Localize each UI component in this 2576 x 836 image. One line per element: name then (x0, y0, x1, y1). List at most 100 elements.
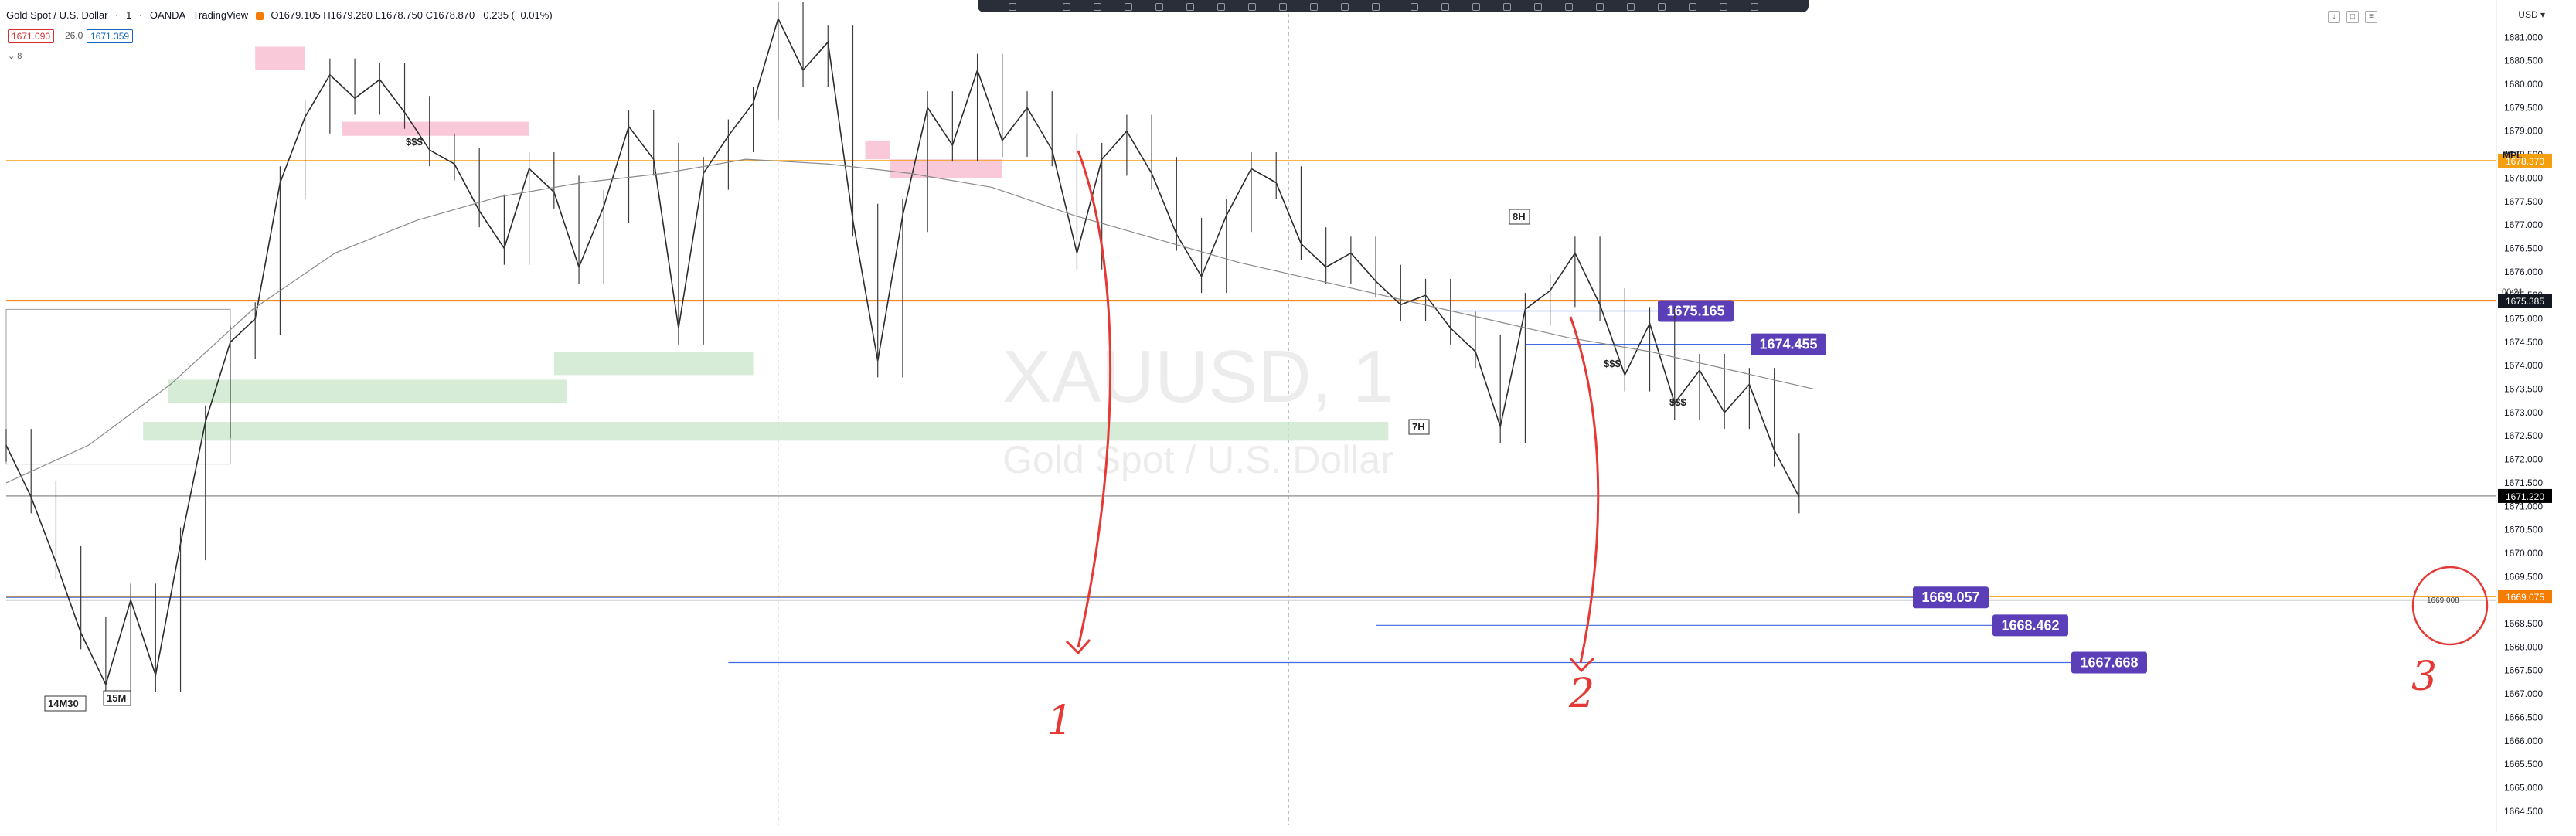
settings-icon[interactable] (1441, 3, 1449, 11)
target-label: 1667.668 (2080, 655, 2138, 671)
hide-icon[interactable] (1341, 3, 1349, 11)
y-tick-label: 1677.000 (2504, 219, 2543, 230)
y-tick-label: 1671.500 (2504, 477, 2543, 488)
indicator-count: 8 (17, 52, 22, 61)
y-tick-label: 1674.500 (2504, 337, 2543, 348)
pattern-icon[interactable] (1125, 3, 1132, 11)
y-tick-label: 1671.000 (2504, 501, 2543, 511)
camera-icon[interactable] (1596, 3, 1604, 11)
y-tick-label: 1665.000 (2504, 782, 2543, 793)
cursor-icon[interactable] (1009, 3, 1016, 11)
chart-note: $$$ (1669, 396, 1686, 408)
demand-zone (168, 379, 567, 403)
target-label-bg (1992, 614, 2068, 637)
market-status-icon (255, 12, 264, 20)
brush-icon[interactable] (1155, 3, 1163, 11)
target-label: 1669.057 (1921, 590, 1979, 605)
moving-average-line (5, 158, 1815, 484)
y-tick-label: 1680.000 (2504, 79, 2543, 90)
star-icon[interactable] (1411, 3, 1418, 11)
price-tag-bg (2498, 590, 2552, 604)
arrow-1-head (1065, 639, 1091, 655)
timeframe-label-box (44, 695, 87, 712)
chevron-down-icon: ▾ (2540, 9, 2545, 20)
target-label: 1674.455 (1759, 337, 1817, 352)
target-label-bg (1751, 333, 1826, 355)
y-tick-label: 1673.500 (2504, 384, 2543, 395)
symbol-name[interactable]: Gold Spot / U.S. Dollar (6, 9, 108, 21)
chart-header: Gold Spot / U.S. Dollar · 1 · OANDA Trad… (6, 9, 553, 21)
currency-label: USD (2518, 9, 2538, 20)
arrow-2-head (1569, 657, 1595, 673)
supply-zone (865, 140, 890, 160)
y-tick-label: 1668.500 (2504, 618, 2543, 629)
y-tick-label: 1681.000 (2504, 32, 2543, 42)
bid-price[interactable]: 1671.090 (8, 29, 55, 43)
y-tick-label: 1669.500 (2504, 571, 2543, 582)
ask-price[interactable]: 1671.359 (87, 29, 134, 43)
broker: OANDA (149, 9, 186, 21)
target-label-bg (1658, 300, 1734, 322)
y-tick-label: 1668.000 (2504, 641, 2543, 652)
y-tick-label: 1666.500 (2504, 712, 2543, 722)
interval[interactable]: 1 (126, 9, 132, 21)
price-tag-bg (2498, 294, 2552, 308)
y-tick-label: 1677.500 (2504, 196, 2543, 207)
redo-icon[interactable] (1503, 3, 1511, 11)
y-tick-label: 1674.000 (2504, 360, 2543, 371)
target-label-bg (2071, 651, 2147, 674)
template-icon[interactable] (1689, 3, 1696, 11)
currency-selector[interactable]: USD ▾ (2518, 9, 2545, 20)
indicator-icon[interactable] (1658, 3, 1666, 11)
maximize-icon[interactable]: □ (2346, 11, 2359, 23)
handwritten-number: 3 (2411, 654, 2437, 700)
arrow-1 (1077, 150, 1112, 648)
price-tag-label: 1678.370 (2506, 156, 2544, 167)
chart-note: 15M (107, 692, 126, 704)
drawing-toolbar[interactable] (978, 0, 1809, 12)
text-icon[interactable] (1186, 3, 1194, 11)
magnet-icon[interactable] (1279, 3, 1287, 11)
trash-icon[interactable] (1372, 3, 1380, 11)
supply-zone (890, 159, 1002, 178)
y-tick-label: 1679.500 (2504, 102, 2543, 113)
timeframe-label-box (103, 690, 131, 706)
platform: TradingView (192, 9, 249, 21)
mpl-label: MPL (2503, 150, 2523, 161)
spread: 26.0 (62, 29, 87, 42)
publish-icon[interactable] (1720, 3, 1727, 11)
replay-icon[interactable] (1565, 3, 1573, 11)
fib-icon[interactable] (1094, 3, 1101, 11)
circle-highlight (2411, 566, 2489, 646)
target-label: 1675.165 (1666, 303, 1724, 318)
y-tick-label: 1664.500 (2504, 806, 2543, 817)
arrow-2 (1569, 316, 1600, 664)
y-tick-label: 1667.500 (2504, 665, 2543, 676)
y-tick-label: 1676.000 (2504, 267, 2543, 277)
candle-timer: 00:21 (2502, 287, 2523, 297)
handwritten-number: 1 (1047, 698, 1073, 744)
y-tick-label: 1679.000 (2504, 126, 2543, 137)
handwritten-number: 2 (1568, 671, 1594, 717)
y-tick-label: 1673.000 (2504, 407, 2543, 418)
chart-note: $$$ (1604, 358, 1621, 369)
price-tag-bg (2498, 488, 2552, 503)
trendline-icon[interactable] (1063, 3, 1070, 11)
indicators-collapse[interactable]: ⌄ 8 (8, 51, 22, 61)
more-icon[interactable] (1751, 3, 1758, 11)
alert-icon[interactable] (1534, 3, 1542, 11)
lock-icon[interactable] (1310, 3, 1318, 11)
scroll-down-icon[interactable]: ↓ (2328, 11, 2340, 23)
y-tick-label: 1672.000 (2504, 454, 2543, 465)
y-tick-label: 1678.000 (2504, 172, 2543, 183)
measure-icon[interactable] (1217, 3, 1225, 11)
undo-icon[interactable] (1472, 3, 1480, 11)
collapse-icon[interactable]: ≡ (2365, 11, 2377, 23)
zoom-icon[interactable] (1248, 3, 1256, 11)
price-tag-label: 1669.075 (2506, 592, 2544, 603)
layout-icon[interactable] (1627, 3, 1635, 11)
demand-zone (553, 351, 754, 376)
y-tick-label: 1680.500 (2504, 56, 2543, 66)
